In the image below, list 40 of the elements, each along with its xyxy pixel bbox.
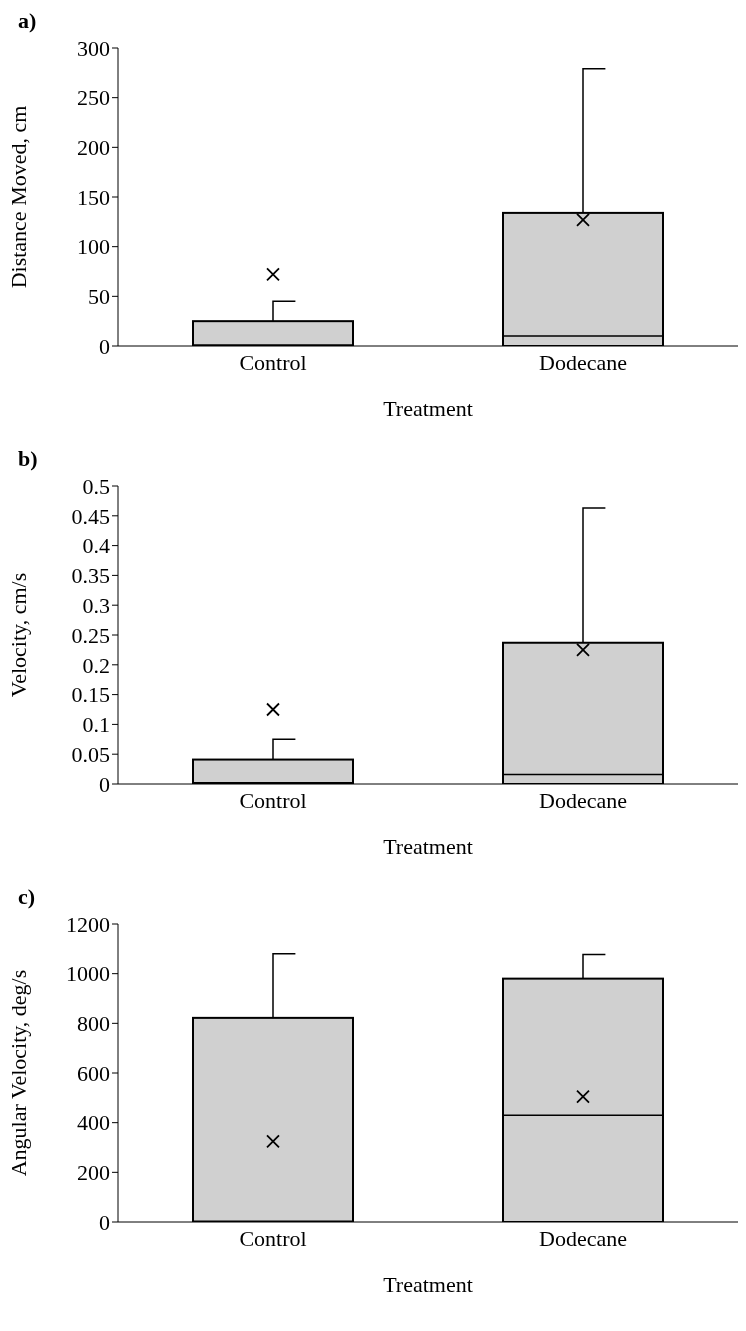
y-tick-label: 300 [77,35,110,61]
chart-title: b) [18,446,38,472]
x-axis-title: Treatment [383,1272,473,1297]
y-tick-label: 0.05 [71,742,110,768]
y-axis-title: Angular Velocity, deg/s [5,969,31,1177]
y-axis-title: Distance Moved, cm [5,105,31,289]
y-tick-label: 0.3 [82,593,110,619]
x-tick-label: Dodecane [539,1225,627,1251]
chart-title: c) [18,884,36,910]
x-tick-label: Control [239,1225,307,1251]
x-tick-label: Control [239,787,307,813]
y-tick-label: 50 [88,284,110,310]
y-tick-label: 100 [77,234,110,260]
y-tick-label: 200 [77,135,110,161]
x-axis-title: Treatment [383,834,473,859]
x-tick-label: Dodecane [539,787,627,813]
y-tick-label: 0.25 [71,622,110,648]
x-axis-title: Treatment [383,396,473,421]
y-tick-label: 0.5 [82,473,110,499]
y-tick-label: 0.35 [71,563,110,589]
y-axis-title: Velocity, cm/s [5,572,31,698]
chart-title: a) [18,8,37,34]
y-tick-label: 0.1 [82,712,110,738]
y-tick-label: 200 [77,1160,110,1186]
y-tick-label: 0 [99,333,110,359]
y-tick-label: 150 [77,184,110,210]
y-tick-label: 1200 [66,911,110,937]
y-tick-label: 250 [77,85,110,111]
y-tick-label: 400 [77,1110,110,1136]
y-tick-label: 800 [77,1011,110,1037]
y-tick-label: 0.4 [82,533,110,559]
x-tick-label: Control [239,349,307,375]
y-tick-label: 0.45 [71,503,110,529]
y-tick-label: 600 [77,1060,110,1086]
y-tick-label: 0.2 [82,652,110,678]
x-tick-label: Dodecane [539,349,627,375]
y-tick-label: 0 [99,1209,110,1235]
y-tick-label: 1000 [66,961,110,987]
y-tick-label: 0.15 [71,682,110,708]
y-tick-label: 0 [99,771,110,797]
